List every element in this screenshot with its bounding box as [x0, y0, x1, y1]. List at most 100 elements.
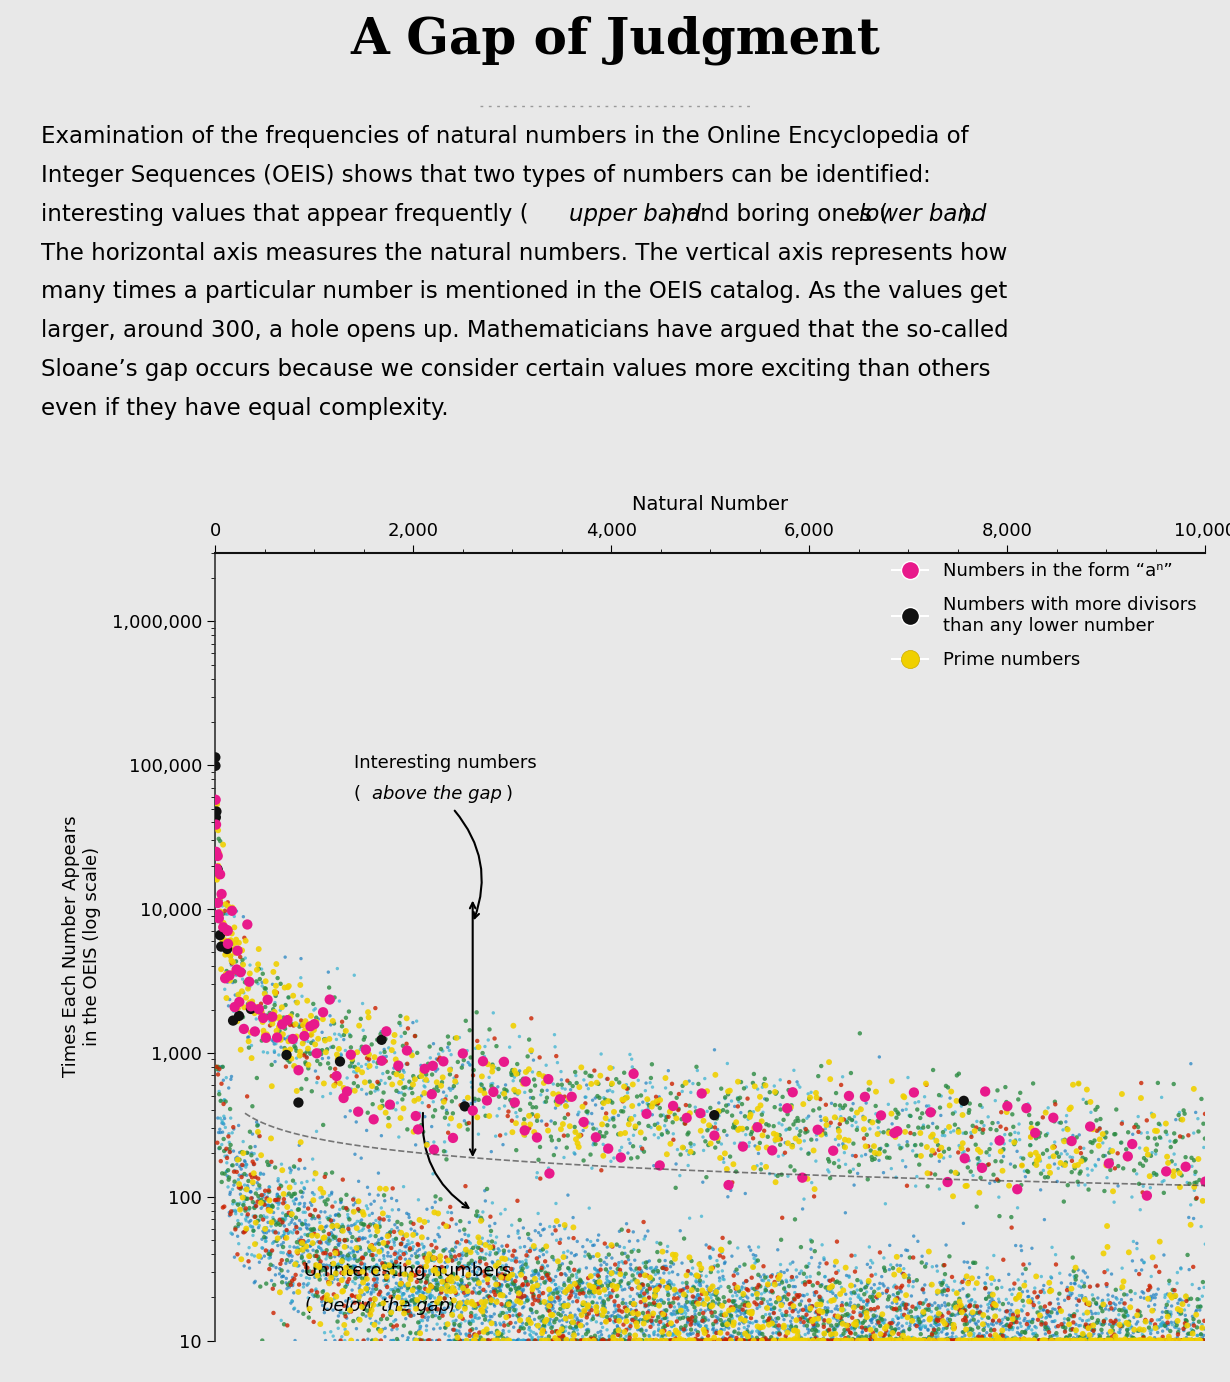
Point	[1178, 1323, 1198, 1345]
Point	[723, 1296, 743, 1318]
Point	[608, 1306, 627, 1328]
Point	[1065, 1329, 1085, 1352]
Point	[344, 1061, 364, 1083]
Point	[1071, 1329, 1091, 1352]
Point	[453, 1277, 472, 1299]
Point	[248, 938, 268, 960]
Point	[946, 1101, 966, 1124]
Point	[1054, 1329, 1074, 1352]
Point	[932, 1295, 952, 1317]
Point	[422, 1292, 442, 1314]
Point	[1028, 1329, 1048, 1352]
Point	[518, 1045, 538, 1067]
Point	[705, 1255, 724, 1277]
Point	[948, 1329, 968, 1352]
Point	[1087, 1329, 1107, 1352]
Point	[299, 1306, 319, 1328]
Point	[371, 1238, 391, 1260]
Point	[802, 1230, 822, 1252]
Point	[807, 1312, 827, 1334]
Point	[576, 1329, 595, 1352]
Point	[1116, 1329, 1135, 1352]
Point	[1071, 1329, 1091, 1352]
Point	[593, 1092, 613, 1114]
Point	[611, 1100, 631, 1122]
Point	[749, 1294, 769, 1316]
Point	[847, 1117, 867, 1139]
Point	[355, 1242, 375, 1265]
Point	[768, 1266, 787, 1288]
Point	[715, 1329, 734, 1352]
Point	[1000, 1305, 1020, 1327]
Point	[601, 1247, 621, 1269]
Point	[255, 1024, 274, 1046]
Point	[547, 1211, 567, 1233]
Point	[584, 1234, 604, 1256]
Point	[458, 1291, 477, 1313]
Point	[335, 1314, 354, 1336]
Point	[697, 1318, 717, 1341]
Point	[395, 1061, 415, 1083]
Point	[599, 1137, 619, 1159]
Point	[1182, 1329, 1202, 1352]
Point	[322, 1161, 342, 1183]
Point	[1014, 1329, 1033, 1352]
Point	[1183, 1329, 1203, 1352]
Point	[392, 1277, 412, 1299]
Point	[686, 1271, 706, 1294]
Point	[882, 1298, 902, 1320]
Point	[258, 1154, 278, 1176]
Point	[1192, 1329, 1212, 1352]
Point	[469, 1258, 488, 1280]
Point	[533, 1238, 552, 1260]
Point	[985, 1329, 1005, 1352]
Point	[446, 1295, 466, 1317]
Point	[673, 1306, 692, 1328]
Point	[576, 1292, 595, 1314]
Point	[274, 1027, 294, 1049]
Point	[771, 1294, 791, 1316]
Point	[774, 1329, 793, 1352]
Point	[811, 1329, 830, 1352]
Point	[797, 1329, 817, 1352]
Point	[1177, 1329, 1197, 1352]
Point	[300, 1016, 320, 1038]
Point	[386, 1190, 406, 1212]
Point	[472, 1300, 492, 1323]
Point	[739, 1329, 759, 1352]
Point	[237, 1187, 257, 1209]
Point	[241, 1216, 261, 1238]
Point	[245, 1002, 264, 1024]
Point	[446, 1309, 466, 1331]
Point	[1089, 1329, 1108, 1352]
Point	[670, 1329, 690, 1352]
Point	[442, 1292, 461, 1314]
Point	[722, 1325, 742, 1347]
Point	[779, 1079, 798, 1101]
Point	[836, 1110, 856, 1132]
Point	[873, 1328, 893, 1350]
Point	[555, 1281, 574, 1303]
Point	[766, 1082, 786, 1104]
Point	[282, 1186, 301, 1208]
Point	[798, 1318, 818, 1341]
Point	[775, 1142, 795, 1164]
Point	[695, 1329, 715, 1352]
Point	[337, 1067, 357, 1089]
Point	[1141, 1329, 1161, 1352]
Point	[594, 1300, 614, 1323]
Point	[264, 1001, 284, 1023]
Point	[378, 1253, 397, 1276]
Point	[339, 1056, 359, 1078]
Point	[348, 1287, 368, 1309]
Point	[522, 1312, 541, 1334]
Point	[993, 1329, 1012, 1352]
Point	[1006, 1310, 1026, 1332]
Point	[867, 1309, 887, 1331]
Point	[216, 1159, 236, 1182]
Point	[1049, 1146, 1069, 1168]
Point	[506, 1101, 525, 1124]
Point	[274, 1209, 294, 1231]
Point	[501, 1291, 520, 1313]
Point	[1018, 1329, 1038, 1352]
